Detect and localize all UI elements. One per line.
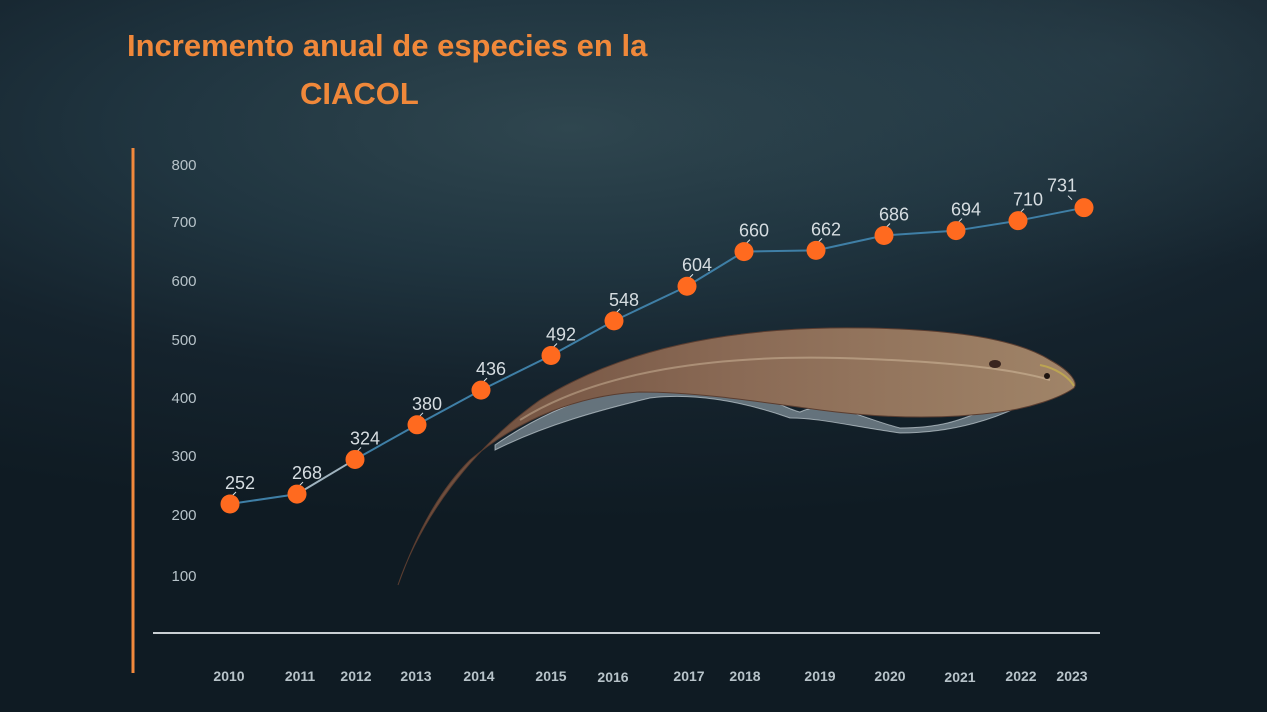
title-line-1: Incremento anual de especies en la: [127, 28, 648, 63]
data-point-2014: [471, 380, 491, 400]
series-segment-2017: [686, 250, 745, 288]
x-tick-label-2018: 2018: [729, 668, 760, 684]
y-tick-label-800: 800: [171, 157, 196, 174]
chart-title: Incremento anual de especies en la CIACO…: [100, 22, 740, 118]
x-tick-label-2014: 2014: [463, 668, 494, 684]
y-tick-label-700: 700: [171, 214, 196, 231]
series-segment-2015: [550, 320, 615, 357]
data-label-2023: 731: [1047, 176, 1077, 196]
x-tick-label-2017: 2017: [673, 668, 704, 684]
data-point-2010: [220, 494, 240, 514]
x-tick-label-2022: 2022: [1005, 668, 1036, 684]
data-point-2015: [541, 346, 561, 366]
data-label-2013: 380: [412, 394, 442, 414]
x-tick-label-2020: 2020: [874, 668, 905, 684]
data-label-2020: 686: [879, 205, 909, 225]
y-tick-label-400: 400: [171, 390, 196, 407]
data-point-2016: [604, 311, 624, 331]
data-label-2018: 660: [739, 221, 769, 241]
series-segment-2013: [416, 389, 482, 426]
data-label-2019: 662: [811, 219, 841, 239]
x-tick-label-2021: 2021: [944, 669, 975, 685]
x-tick-label-2016: 2016: [597, 669, 628, 685]
data-label-2012: 324: [350, 428, 380, 448]
series-segment-2014: [480, 354, 552, 392]
title-line-2: CIACOL: [300, 76, 419, 111]
data-label-2015: 492: [546, 325, 576, 345]
x-tick-label-2010: 2010: [213, 668, 244, 684]
data-point-2019: [806, 240, 826, 260]
data-point-2022: [1008, 211, 1028, 231]
data-label-2021: 694: [951, 200, 981, 220]
series-segment-2020: [883, 229, 957, 237]
data-label-2010: 252: [225, 473, 255, 493]
fish-illustration: [397, 327, 1076, 586]
series-segment-2018: [743, 249, 817, 253]
y-tick-label-300: 300: [171, 448, 196, 465]
data-point-2023: [1074, 198, 1094, 218]
data-label-2014: 436: [476, 359, 506, 379]
data-label-2011: 268: [292, 463, 322, 483]
data-labels: 252 268 324 380 436 492 548 604 660 662 686 694 7107…: [225, 176, 1077, 493]
data-label-2022: 710: [1013, 190, 1043, 210]
y-tick-label-500: 500: [171, 332, 196, 349]
series-segment-2022: [1017, 206, 1085, 222]
series-segment-2012: [354, 423, 418, 461]
x-tick-label-2013: 2013: [400, 668, 431, 684]
series-line: [229, 206, 1085, 505]
series-segment-2016: [613, 285, 688, 322]
leader-2023: [1067, 195, 1073, 201]
series-segment-2010: [229, 493, 298, 505]
data-point-2012: [345, 449, 365, 469]
x-tick-label-2019: 2019: [804, 668, 835, 684]
data-point-2013: [407, 415, 427, 435]
y-tick-label-100: 100: [171, 568, 196, 585]
data-point-2018: [734, 242, 754, 262]
series-segment-2011: [296, 458, 356, 495]
x-tick-label-2011: 2011: [285, 668, 316, 684]
series-segment-2019: [815, 234, 885, 252]
data-point-2020: [874, 226, 894, 246]
x-tick-label-2012: 2012: [340, 668, 371, 684]
data-point-2021: [946, 221, 966, 241]
x-tick-label-2015: 2015: [535, 668, 566, 684]
y-tick-label-600: 600: [171, 273, 196, 290]
y-tick-labels: 100 200 300 400 500 600 700 800: [171, 157, 196, 585]
data-point-2017: [677, 276, 697, 296]
x-tick-labels: 2010 2011 2012 2013 2014 2015 2016 2017 2018 2019…: [213, 668, 1087, 685]
data-markers: [220, 198, 1094, 514]
y-tick-label-200: 200: [171, 507, 196, 524]
x-tick-label-2023: 2023: [1056, 668, 1087, 684]
series-segment-2021: [955, 219, 1019, 232]
data-label-2017: 604: [682, 255, 712, 275]
data-point-2011: [287, 484, 307, 504]
data-label-2016: 548: [609, 290, 639, 310]
